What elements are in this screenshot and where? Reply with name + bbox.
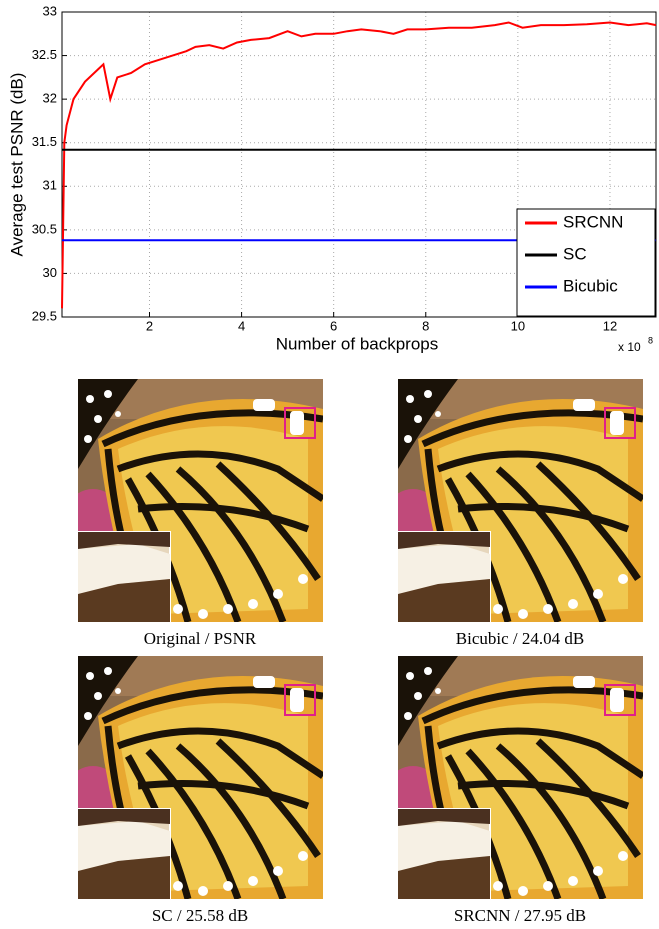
butterfly-image — [373, 379, 643, 622]
butterfly-image — [53, 656, 323, 899]
image-panels: Original / PSNR Bicubic / 24.04 dB SC / 25… — [53, 379, 643, 925]
series-line — [61, 21, 657, 309]
butterfly-image — [373, 656, 643, 899]
x-axis-label: Number of backprops — [276, 334, 439, 353]
x-tick-label: 6 — [330, 318, 337, 333]
x-scale-base: x 10 — [618, 340, 641, 354]
y-tick-label: 30 — [43, 265, 57, 280]
y-tick-label: 30.5 — [32, 221, 57, 236]
y-tick-label: 32.5 — [32, 47, 57, 62]
y-tick-label: 31.5 — [32, 134, 57, 149]
x-tick-label: 10 — [511, 318, 525, 333]
plot-frame — [61, 11, 657, 318]
legend-box — [516, 208, 656, 317]
y-tick-label: 29.5 — [32, 308, 57, 323]
chart: 29.5 30 30.5 31 31.5 32 32.5 33 2 4 6 8 10 12 Number o… — [7, 3, 657, 354]
y-axis-label: Average test PSNR (dB) — [7, 73, 26, 257]
panel-caption: Original / PSNR — [144, 629, 257, 648]
panel-caption: SC / 25.58 dB — [152, 906, 248, 925]
x-tick-label: 4 — [238, 318, 245, 333]
x-tick-label: 8 — [422, 318, 429, 333]
x-tick-label: 2 — [146, 318, 153, 333]
legend-label: Bicubic — [563, 276, 618, 295]
panel-caption: SRCNN / 27.95 dB — [454, 906, 586, 925]
x-tick-label: 12 — [603, 318, 617, 333]
y-tick-label: 33 — [43, 3, 57, 18]
x-scale-exponent: 8 — [648, 335, 653, 345]
legend-label: SC — [563, 244, 587, 263]
legend-label: SRCNN — [563, 212, 623, 231]
y-tick-label: 32 — [43, 91, 57, 106]
y-tick-label: 31 — [43, 178, 57, 193]
butterfly-image — [53, 379, 323, 622]
panel-caption: Bicubic / 24.04 dB — [456, 629, 584, 648]
